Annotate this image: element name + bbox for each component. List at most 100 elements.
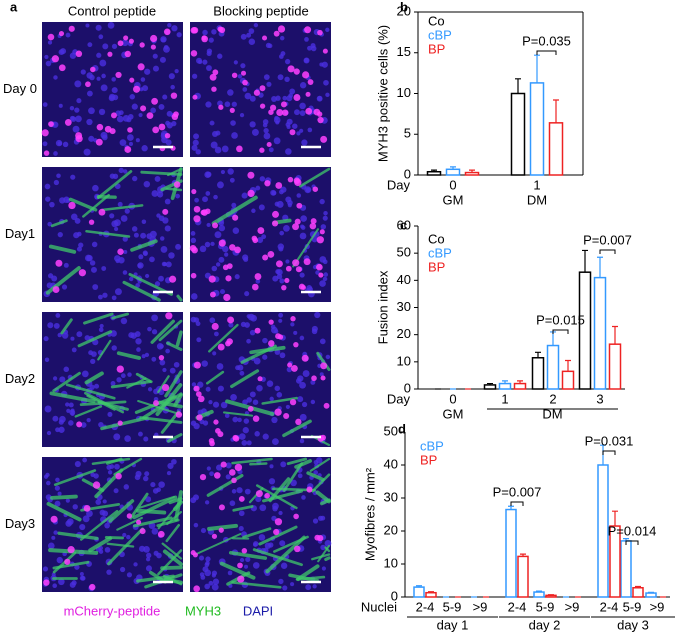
peptide-cell (314, 534, 321, 541)
peptide-cell (173, 181, 181, 188)
myotube (116, 351, 142, 360)
peptide-cell (150, 44, 156, 50)
peptide-cell (254, 327, 261, 334)
peptide-cell (311, 375, 317, 382)
peptide-cell (218, 504, 225, 511)
nucleus (127, 113, 134, 120)
peptide-cell (146, 112, 154, 120)
significance-bracket (552, 329, 569, 334)
peptide-cell (200, 209, 206, 216)
nucleus (319, 198, 325, 205)
nucleus (164, 198, 171, 205)
nucleus (128, 276, 134, 282)
peptide-cell (162, 208, 169, 215)
panel-letter: b (400, 0, 408, 14)
y-tick-label: 50 (384, 423, 398, 438)
nucleus (119, 139, 127, 147)
nucleus (268, 147, 274, 153)
peptide-cell (58, 64, 66, 72)
peptide-cell (262, 35, 268, 41)
nucleus (255, 185, 261, 191)
nucleus (131, 103, 138, 110)
error-bar (502, 380, 508, 384)
peptide-cell (275, 260, 283, 268)
nucleus (208, 399, 213, 405)
nucleus (81, 370, 89, 378)
micrograph (42, 457, 183, 592)
nucleus (51, 275, 58, 282)
nucleus (231, 132, 238, 139)
nucleus (42, 102, 48, 107)
error-bar (450, 166, 456, 170)
nucleus (121, 39, 129, 47)
nucleus (295, 378, 302, 384)
nucleus (244, 291, 250, 297)
myotube (161, 542, 183, 560)
y-tick-label: 30 (384, 489, 398, 504)
myotube (231, 457, 273, 465)
y-tick-label: 0 (404, 166, 411, 181)
nucleus (249, 121, 256, 128)
peptide-cell (254, 273, 262, 280)
myotube (315, 490, 331, 504)
myotube (288, 573, 320, 583)
x-tick-label: >9 (650, 599, 665, 614)
nucleus (322, 259, 328, 265)
nucleus (282, 585, 288, 591)
nucleus (66, 408, 71, 413)
peptide-cell (285, 265, 292, 272)
myotube (222, 411, 254, 417)
nucleus (297, 396, 304, 403)
nucleus (269, 396, 274, 402)
nucleus (72, 125, 80, 133)
nucleus (219, 289, 226, 295)
nucleus (251, 208, 256, 214)
nucleus (89, 74, 95, 81)
nucleus (175, 243, 181, 250)
nucleus (140, 232, 147, 239)
nucleus (133, 232, 139, 238)
myotube (136, 508, 167, 515)
nucleus (280, 461, 287, 468)
nucleus (53, 75, 58, 80)
nucleus (254, 431, 260, 437)
error-bar (487, 382, 493, 385)
nucleus (290, 322, 295, 327)
peptide-cell (226, 263, 233, 269)
peptide-cell (294, 218, 301, 225)
myotube (77, 330, 113, 348)
nucleus (111, 77, 116, 82)
nucleus (201, 360, 208, 367)
nucleus (240, 63, 246, 69)
nucleus (258, 204, 265, 211)
peptide-cell (150, 34, 158, 43)
nucleus (174, 69, 179, 74)
nucleus (304, 186, 312, 194)
annotation: P=0.015 (536, 312, 585, 327)
nucleus (96, 52, 102, 58)
myotube (157, 400, 183, 409)
nucleus (107, 411, 113, 417)
nucleus (204, 171, 211, 178)
nucleus (114, 226, 119, 232)
myotube (101, 204, 144, 212)
nucleus (45, 60, 52, 67)
peptide-cell (104, 125, 112, 133)
nucleus (323, 79, 329, 86)
peptide-cell (190, 272, 197, 279)
nucleus (224, 252, 229, 257)
nucleus (58, 49, 65, 56)
nucleus (292, 123, 298, 129)
nucleus (314, 311, 321, 319)
nucleus (123, 169, 128, 174)
nucleus (253, 541, 259, 547)
nucleus (159, 56, 166, 63)
nucleus (49, 201, 55, 208)
myotube (129, 492, 149, 520)
micrograph (42, 312, 183, 447)
nucleus (231, 101, 237, 107)
myotube (137, 399, 183, 416)
myotube (107, 527, 145, 566)
nucleus (242, 87, 248, 92)
nucleus (129, 94, 136, 100)
